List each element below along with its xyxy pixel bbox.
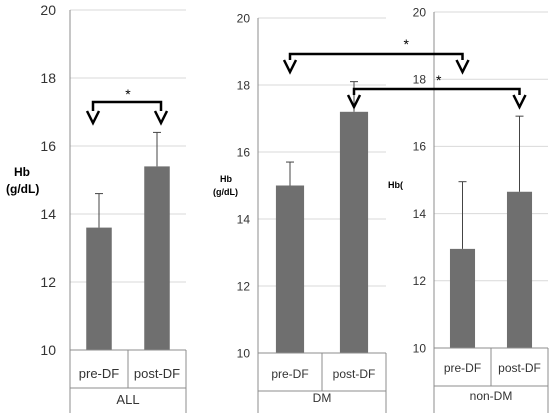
y-tick-label: 20 bbox=[413, 5, 427, 19]
y-axis-label-dm-line2: (g/dL) bbox=[213, 187, 238, 197]
category-label: pre-DF bbox=[79, 366, 120, 381]
chart-panel-nondm: 10 12 14 16 18 20 pre-DF post-DF non-DM bbox=[413, 5, 549, 413]
arrow-head bbox=[85, 110, 101, 126]
significance-star: * bbox=[436, 72, 442, 88]
bar-nondm-0 bbox=[449, 248, 476, 348]
y-tick-label: 18 bbox=[40, 70, 56, 86]
y-tick-label: 20 bbox=[237, 11, 251, 25]
significance-bracket-post: * bbox=[346, 72, 527, 110]
category-label: pre-DF bbox=[444, 361, 481, 375]
arrow-head bbox=[346, 94, 362, 110]
bar-all-0 bbox=[86, 227, 112, 350]
y-tick-label: 10 bbox=[237, 346, 251, 360]
significance-bracket-all: * bbox=[85, 86, 169, 126]
y-axis-label-dm-line1: Hb bbox=[220, 174, 232, 184]
group-label-all: ALL bbox=[116, 392, 139, 407]
y-tick-label: 14 bbox=[40, 206, 56, 222]
y-axis-label-nondm: Hb( bbox=[388, 180, 403, 190]
significance-star: * bbox=[125, 86, 131, 102]
bar-dm-0 bbox=[275, 185, 305, 353]
y-tick-label: 18 bbox=[413, 73, 427, 87]
bracket-line bbox=[91, 100, 163, 111]
y-axis-label-all-line2: (g/dL) bbox=[6, 182, 39, 196]
arrow-head bbox=[153, 110, 169, 126]
y-axis-label-all-line1: Hb bbox=[14, 165, 30, 179]
bar-all-1 bbox=[144, 166, 170, 350]
category-label: pre-DF bbox=[271, 367, 308, 381]
y-tick-label: 16 bbox=[40, 138, 56, 154]
bar-dm-1 bbox=[339, 111, 369, 353]
group-label-nondm: non-DM bbox=[470, 389, 513, 403]
y-tick-label: 16 bbox=[413, 140, 427, 154]
bracket-line bbox=[288, 52, 464, 60]
y-tick-label: 14 bbox=[413, 207, 427, 221]
arrow-head bbox=[455, 59, 470, 75]
arrow-head bbox=[512, 94, 527, 110]
significance-bracket-pre: * bbox=[282, 36, 470, 75]
category-label: post-DF bbox=[498, 361, 541, 375]
y-tick-label: 10 bbox=[413, 341, 427, 355]
y-tick-label: 16 bbox=[237, 145, 251, 159]
bar-nondm-1 bbox=[506, 191, 533, 348]
bracket-line bbox=[352, 87, 521, 95]
category-label: post-DF bbox=[333, 367, 376, 381]
y-tick-label: 14 bbox=[237, 212, 251, 226]
chart-panel-all: 10 12 14 16 18 20 pre-DF post-DF ALL bbox=[40, 2, 187, 413]
y-tick-label: 12 bbox=[237, 279, 251, 293]
category-label: post-DF bbox=[134, 366, 180, 381]
y-tick-label: 20 bbox=[40, 2, 56, 18]
y-tick-label: 18 bbox=[237, 78, 251, 92]
y-tick-label: 10 bbox=[40, 342, 56, 358]
significance-star: * bbox=[404, 36, 410, 52]
arrow-head bbox=[282, 59, 298, 75]
y-tick-label: 12 bbox=[40, 274, 56, 290]
y-tick-label: 12 bbox=[413, 274, 427, 288]
group-label-dm: DM bbox=[313, 391, 332, 405]
